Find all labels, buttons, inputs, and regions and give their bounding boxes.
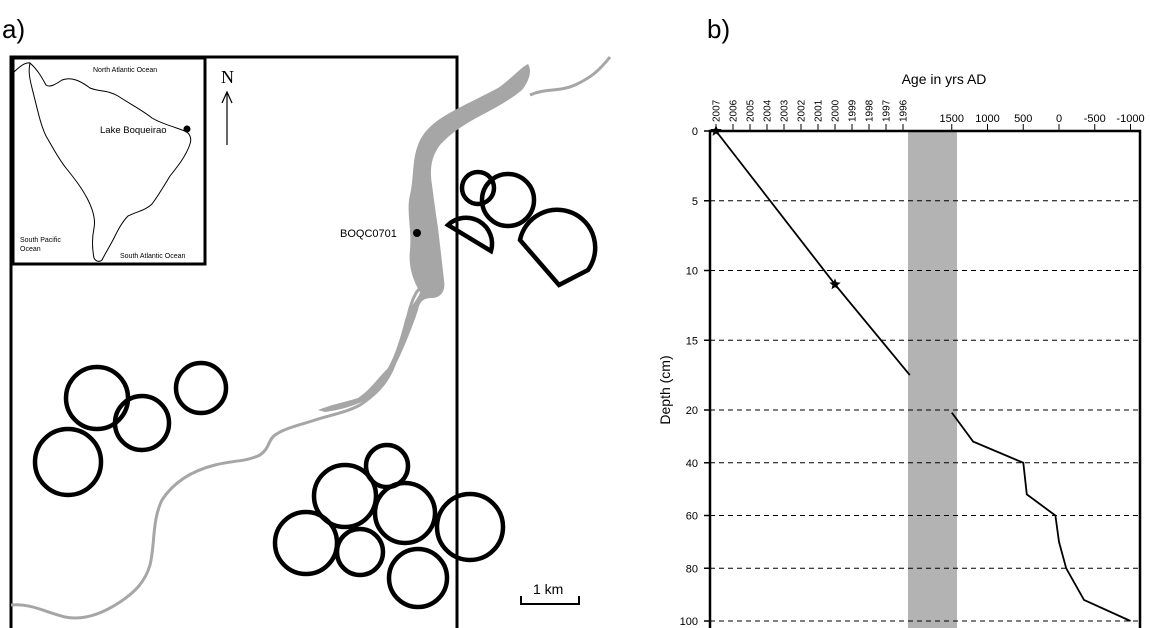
x-tick-label: -1000 [1116, 113, 1144, 125]
x-tick-label: 1500 [940, 113, 964, 125]
y-tick-label: 10 [686, 266, 698, 278]
x-tick-label: 2007 [712, 99, 723, 122]
ocean-south-atlantic-label: South Atlantic Ocean [120, 253, 185, 260]
y-tick-label: 80 [686, 563, 698, 575]
circle-symbol [459, 169, 497, 207]
circle-symbol [334, 526, 386, 578]
y-tick-label: 5 [692, 196, 698, 208]
x-tick-label: 2001 [814, 99, 825, 122]
lake-boqueirao-marker [183, 125, 191, 133]
series-line-older [951, 412, 1131, 622]
x-tick-label: 2000 [831, 99, 842, 122]
x-tick-label: 500 [1014, 113, 1032, 125]
circle-symbol [63, 364, 131, 432]
x-tick-label: 1999 [848, 99, 859, 122]
panel-b: b) Age in yrs AD Depth (cm) 0 5 10 15 20 40 60… [657, 14, 1145, 628]
inset-map: Lake Boqueirao North Atlantic Ocean Sout… [11, 56, 207, 266]
panel-a: a) BOQC0701 N [2, 14, 612, 628]
circle-symbol [372, 480, 438, 546]
circle-symbol [272, 509, 340, 577]
x-tick-label: 1996 [899, 99, 910, 122]
north-label: N [221, 67, 234, 87]
panel-b-label: b) [707, 14, 730, 44]
north-arrow-icon [221, 90, 233, 145]
scale-bar [520, 596, 580, 605]
lake-shape [318, 64, 530, 412]
star-marker [829, 278, 841, 290]
y-tick-label: 60 [686, 511, 698, 523]
y-tick-label: 20 [686, 405, 698, 417]
river-upper [529, 56, 612, 97]
circle-symbols [32, 169, 598, 610]
ocean-south-pacific-label-1: South Pacific [20, 237, 61, 244]
panel-a-label: a) [2, 14, 25, 44]
circle-symbol [386, 546, 450, 610]
x-tick-label: 2005 [746, 99, 757, 122]
y-tick-label: 0 [692, 126, 698, 138]
y-tick-label: 100 [680, 616, 698, 628]
plot-frame [708, 129, 1142, 628]
axis-ticks: 0 5 10 15 20 40 60 80 100 2007 2006 2005 2004 2003 200… [680, 99, 1145, 628]
y-tick-label: 15 [686, 335, 698, 347]
x-tick-label: 2006 [729, 99, 740, 122]
hiatus-band [908, 131, 957, 628]
circle-symbol [32, 426, 104, 498]
map-frame [9, 55, 459, 628]
x-tick-label: 2003 [780, 99, 791, 122]
river-line [10, 285, 432, 620]
x-tick-label: 1998 [865, 99, 876, 122]
lake-boqueirao-label: Lake Boqueirao [100, 125, 167, 136]
inset-coast-top [13, 62, 31, 73]
pacman-symbol [517, 207, 598, 288]
halfcircle-symbol [444, 215, 495, 255]
circle-symbol [479, 171, 537, 229]
x-tick-label: 1997 [882, 99, 893, 122]
site-marker [413, 229, 421, 237]
circle-symbol [311, 462, 379, 530]
site-label: BOQC0701 [340, 228, 397, 240]
circle-symbol [112, 393, 172, 453]
x-tick-label: 0 [1056, 113, 1062, 125]
y-axis-label: Depth (cm) [657, 355, 673, 424]
south-america-outline [28, 62, 192, 262]
scale-label: 1 km [533, 581, 563, 597]
ocean-south-pacific-label-2: Ocean [20, 246, 41, 253]
y-tick-label: 40 [686, 458, 698, 470]
circle-symbol [173, 360, 229, 416]
x-tick-label: -500 [1084, 113, 1106, 125]
chart-title: Age in yrs AD [902, 71, 987, 87]
ocean-north-atlantic-label: North Atlantic Ocean [93, 67, 157, 74]
x-tick-label: 2002 [797, 99, 808, 122]
series-line-recent [715, 130, 911, 376]
x-tick-label: 1000 [975, 113, 999, 125]
circle-symbol [434, 491, 506, 563]
x-tick-label: 2004 [763, 99, 774, 122]
